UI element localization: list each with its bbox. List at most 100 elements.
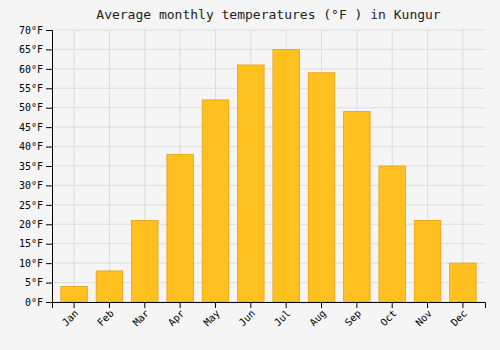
x-tick-label: Feb (95, 308, 116, 329)
y-tick-label: 70°F (19, 25, 43, 36)
y-tick-mark (46, 108, 52, 109)
x-tick: Mar (131, 302, 152, 328)
y-tick: 60°F (19, 64, 52, 75)
y-tick: 10°F (19, 258, 52, 269)
y-tick-mark (46, 69, 52, 70)
x-tick: Jan (60, 302, 81, 328)
y-tick-mark (46, 30, 52, 31)
grid-line-y (52, 88, 485, 89)
y-tick-mark (46, 302, 52, 303)
y-tick-label: 35°F (19, 161, 43, 172)
grid-line-y (52, 204, 485, 205)
bar (344, 112, 371, 302)
grid-line-y (52, 185, 485, 186)
y-tick: 65°F (19, 44, 52, 55)
grid-line-y (52, 146, 485, 147)
y-tick-mark (46, 205, 52, 206)
x-tick-mark (321, 302, 322, 308)
plot: JanFebMarAprMayJunJulAugSepOctNovDec0°F5… (19, 25, 486, 329)
grid-line-y (52, 127, 485, 128)
y-tick-mark (46, 263, 52, 264)
bar (238, 65, 265, 302)
y-tick-mark (46, 88, 52, 89)
y-tick-label: 5°F (25, 277, 43, 288)
x-tick-label: Jan (60, 308, 81, 329)
x-tick-label: Dec (449, 308, 470, 329)
grid-line-y (52, 49, 485, 50)
grid (52, 30, 485, 302)
y-tick-label: 65°F (19, 44, 43, 55)
y-tick: 55°F (19, 83, 52, 94)
grid-line-y (52, 30, 485, 31)
x-tick: Apr (166, 302, 187, 328)
x-tick-label: Jul (272, 308, 293, 329)
bar (379, 166, 406, 302)
y-tick: 50°F (19, 102, 52, 113)
grid-line-x (462, 30, 463, 302)
bar (202, 100, 229, 302)
y-tick-mark (46, 127, 52, 128)
y-tick-mark (46, 49, 52, 50)
x-axis-line (53, 303, 486, 309)
y-tick: 0°F (25, 297, 52, 308)
x-tick-label: Mar (131, 308, 152, 329)
y-tick-label: 25°F (19, 200, 43, 211)
x-tick-mark (180, 302, 181, 308)
x-tick: Jun (237, 302, 258, 328)
bar (96, 271, 123, 302)
x-tick-label: May (201, 308, 222, 329)
y-tick-label: 50°F (19, 102, 43, 113)
y-tick: 5°F (25, 277, 52, 288)
x-tick-label: Nov (413, 308, 434, 329)
y-axis-line (46, 31, 53, 303)
y-tick-label: 55°F (19, 83, 43, 94)
x-tick: Feb (95, 302, 116, 328)
x-tick-label: Sep (343, 308, 364, 329)
x-tick-mark (215, 302, 216, 308)
y-tick-mark (46, 185, 52, 186)
y-tick: 25°F (19, 200, 52, 211)
y-tick-mark (46, 283, 52, 284)
x-tick-mark (392, 302, 393, 308)
y-tick-label: 10°F (19, 258, 43, 269)
x-tick-mark (109, 302, 110, 308)
y-axis: 0°F5°F10°F15°F20°F25°F30°F35°F40°F45°F50… (19, 25, 53, 308)
y-tick-label: 60°F (19, 64, 43, 75)
y-tick-label: 0°F (25, 297, 43, 308)
bars (61, 49, 476, 302)
bar (450, 263, 477, 302)
bar (132, 220, 159, 302)
y-tick-mark (46, 244, 52, 245)
chart: JanFebMarAprMayJunJulAugSepOctNovDec0°F5… (0, 0, 500, 350)
y-tick: 15°F (19, 238, 52, 249)
x-tick: Nov (413, 302, 434, 328)
background (0, 0, 500, 350)
x-axis: JanFebMarAprMayJunJulAugSepOctNovDec (53, 302, 486, 328)
y-tick-label: 45°F (19, 122, 43, 133)
bar (61, 286, 88, 302)
x-tick-mark (144, 302, 145, 308)
y-tick-mark (46, 224, 52, 225)
x-tick-label: Apr (166, 308, 187, 329)
x-tick-label: Oct (378, 308, 399, 329)
grid-line-x (109, 30, 110, 302)
x-tick: Sep (343, 302, 364, 328)
grid-line-y (52, 68, 485, 69)
x-tick-label: Jun (237, 308, 258, 329)
grid-line-y (52, 107, 485, 108)
y-tick: 70°F (19, 25, 52, 36)
x-tick-mark (74, 302, 75, 308)
grid-line-y (52, 166, 485, 167)
bar (273, 49, 300, 302)
x-tick-mark (286, 302, 287, 308)
y-tick: 35°F (19, 161, 52, 172)
y-tick: 40°F (19, 141, 52, 152)
x-tick-mark (462, 302, 463, 308)
y-tick-mark (46, 166, 52, 167)
bar (414, 220, 441, 302)
x-tick: Oct (378, 302, 399, 328)
bar (167, 154, 194, 302)
y-tick-label: 40°F (19, 141, 43, 152)
title: Average monthly temperatures (°F ) in Ku… (96, 7, 441, 22)
x-tick: May (201, 302, 222, 328)
